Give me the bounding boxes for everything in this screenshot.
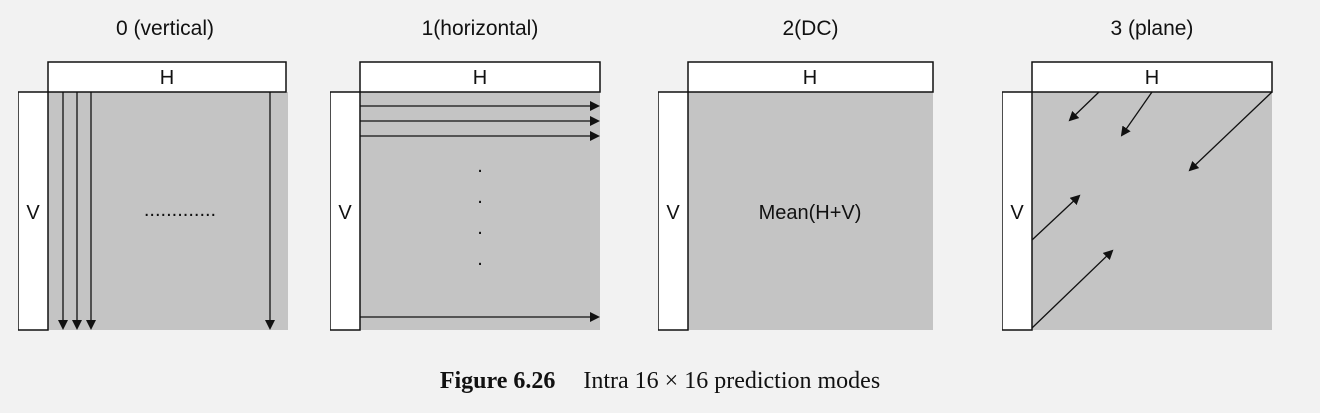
v-neighbor-strip xyxy=(658,91,689,331)
predicted-block xyxy=(360,92,600,330)
h-neighbor-strip xyxy=(359,61,601,93)
mode-title: 3 (plane) xyxy=(1110,17,1194,40)
ellipsis-label: ............. xyxy=(144,199,216,221)
plane-mode-diagram: H V xyxy=(1002,61,1273,331)
ellipsis-dot: . xyxy=(477,248,483,270)
mode-horizontal: 1(horizontal) H V . . . . xyxy=(330,0,620,360)
h-label: H xyxy=(160,67,174,89)
v-label: V xyxy=(26,202,40,224)
predicted-block xyxy=(1032,92,1272,330)
figure-label: Figure 6.26 xyxy=(439,368,556,394)
ellipsis-dot: . xyxy=(477,186,483,208)
ellipsis-dot: . xyxy=(477,217,483,239)
diagonal-arrow xyxy=(1188,91,1273,172)
vertical-mode-diagram: H V ............. xyxy=(18,61,288,331)
h-label: H xyxy=(1145,67,1159,89)
diagonal-arrow xyxy=(1031,249,1114,329)
mode-plane: 3 (plane) H V xyxy=(1002,0,1292,360)
diagonal-arrow xyxy=(1120,91,1153,137)
v-label: V xyxy=(666,202,680,224)
horizontal-mode-diagram: H V . . . . xyxy=(330,61,601,331)
diagonal-arrow xyxy=(1068,91,1100,122)
predicted-block xyxy=(688,92,933,330)
mode-vertical: 0 (vertical) H V ............. xyxy=(18,0,308,360)
v-label: V xyxy=(1010,202,1024,224)
predicted-block xyxy=(48,92,288,330)
v-neighbor-strip xyxy=(18,91,49,331)
dc-mode-diagram: H V Mean(H+V) xyxy=(658,61,934,331)
v-label: V xyxy=(338,202,352,224)
h-label: H xyxy=(473,67,487,89)
mode-title: 2(DC) xyxy=(782,17,839,40)
mode-dc: 2(DC) H V Mean(H+V) xyxy=(658,0,948,360)
mode-title: 1(horizontal) xyxy=(421,17,539,40)
h-neighbor-strip xyxy=(687,61,934,93)
figure-caption: Figure 6.26 Intra 16 × 16 prediction mode… xyxy=(0,368,1320,395)
mode-title: 0 (vertical) xyxy=(115,17,215,40)
mean-label: Mean(H+V) xyxy=(759,202,862,224)
h-neighbor-strip xyxy=(1031,61,1273,93)
figure-caption-text: Intra 16 × 16 prediction modes xyxy=(583,368,881,394)
v-neighbor-strip xyxy=(330,91,361,331)
h-label: H xyxy=(803,67,817,89)
ellipsis-dot: . xyxy=(477,155,483,177)
v-neighbor-strip xyxy=(1002,91,1033,331)
h-neighbor-strip xyxy=(47,61,287,93)
diagonal-arrow xyxy=(1031,194,1081,241)
